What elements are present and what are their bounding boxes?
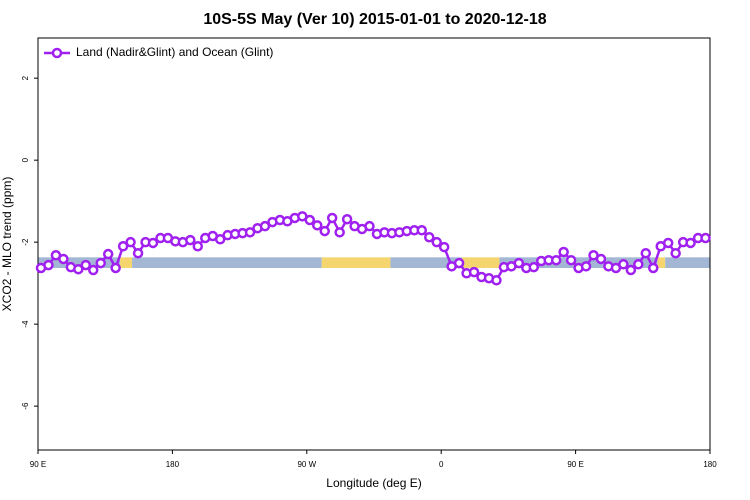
x-axis-label: Longitude (deg E)	[326, 476, 421, 490]
plot-frame	[37, 37, 711, 451]
surface-band-segment	[499, 257, 658, 268]
data-point	[685, 237, 696, 249]
data-point	[341, 213, 353, 225]
surface-band-segment	[390, 257, 463, 268]
data-point	[558, 246, 569, 258]
data-point	[550, 254, 562, 266]
data-point	[147, 237, 159, 249]
y-tick-label: -6	[21, 402, 30, 410]
surface-band-segment	[321, 257, 391, 268]
y-tick-label: -2	[21, 238, 30, 246]
data-point	[58, 253, 69, 265]
data-point	[95, 257, 106, 269]
legend-marker	[51, 47, 63, 59]
data-point	[513, 257, 525, 269]
data-point	[670, 247, 681, 259]
data-point	[244, 227, 256, 238]
data-point	[618, 259, 629, 270]
data-point	[326, 212, 338, 224]
x-tick-label: 90 E	[567, 460, 583, 469]
data-point	[528, 261, 540, 273]
data-point	[185, 234, 196, 246]
data-point	[438, 241, 450, 253]
surface-band-segment	[132, 257, 322, 268]
data-point	[259, 220, 271, 232]
data-point	[633, 259, 644, 270]
data-point	[662, 237, 674, 249]
data-point	[364, 220, 375, 232]
data-point	[319, 225, 330, 237]
y-tick-label: 2	[21, 75, 30, 80]
data-point	[595, 253, 607, 265]
y-tick-label: -4	[21, 320, 30, 328]
data-point	[468, 266, 480, 278]
surface-band-segment	[462, 257, 500, 268]
surface-band-segment	[120, 257, 133, 268]
data-point	[431, 236, 442, 248]
data-point	[640, 247, 652, 259]
data-point	[192, 241, 204, 252]
data-point	[110, 262, 121, 274]
data-point	[565, 254, 577, 266]
data-point	[334, 227, 345, 238]
data-point	[80, 259, 92, 271]
data-point	[102, 248, 114, 260]
data-point	[73, 263, 84, 275]
x-tick-label: 90 W	[297, 460, 316, 469]
x-tick-label: 180	[166, 460, 180, 469]
surface-band-segment	[665, 257, 710, 268]
x-tick-label: 180	[703, 460, 717, 469]
data-point	[625, 264, 637, 276]
data-point	[700, 232, 711, 244]
data-point	[132, 247, 144, 259]
data-point	[43, 259, 54, 271]
y-axis-label: XCO2 - MLO trend (ppm)	[0, 177, 14, 312]
data-point	[491, 275, 502, 286]
data-point	[580, 261, 592, 272]
data-point	[125, 236, 136, 248]
data-point	[304, 214, 316, 226]
surface-band-segment	[657, 257, 666, 268]
y-tick-label: 0	[21, 157, 30, 162]
data-point	[416, 225, 428, 236]
data-point	[648, 262, 659, 274]
x-tick-label: 0	[439, 460, 444, 469]
chart-title: 10S-5S May (Ver 10) 2015-01-01 to 2020-1…	[203, 11, 546, 28]
data-point	[453, 257, 465, 269]
data-point	[424, 231, 435, 243]
x-tick-label: 90 E	[30, 460, 46, 469]
data-point	[88, 264, 99, 276]
legend-label: Land (Nadir&Glint) and Ocean (Glint)	[76, 45, 273, 59]
data-point	[214, 234, 226, 245]
surface-band-segment	[38, 257, 121, 268]
data-point	[117, 241, 129, 252]
data-point	[312, 220, 323, 231]
